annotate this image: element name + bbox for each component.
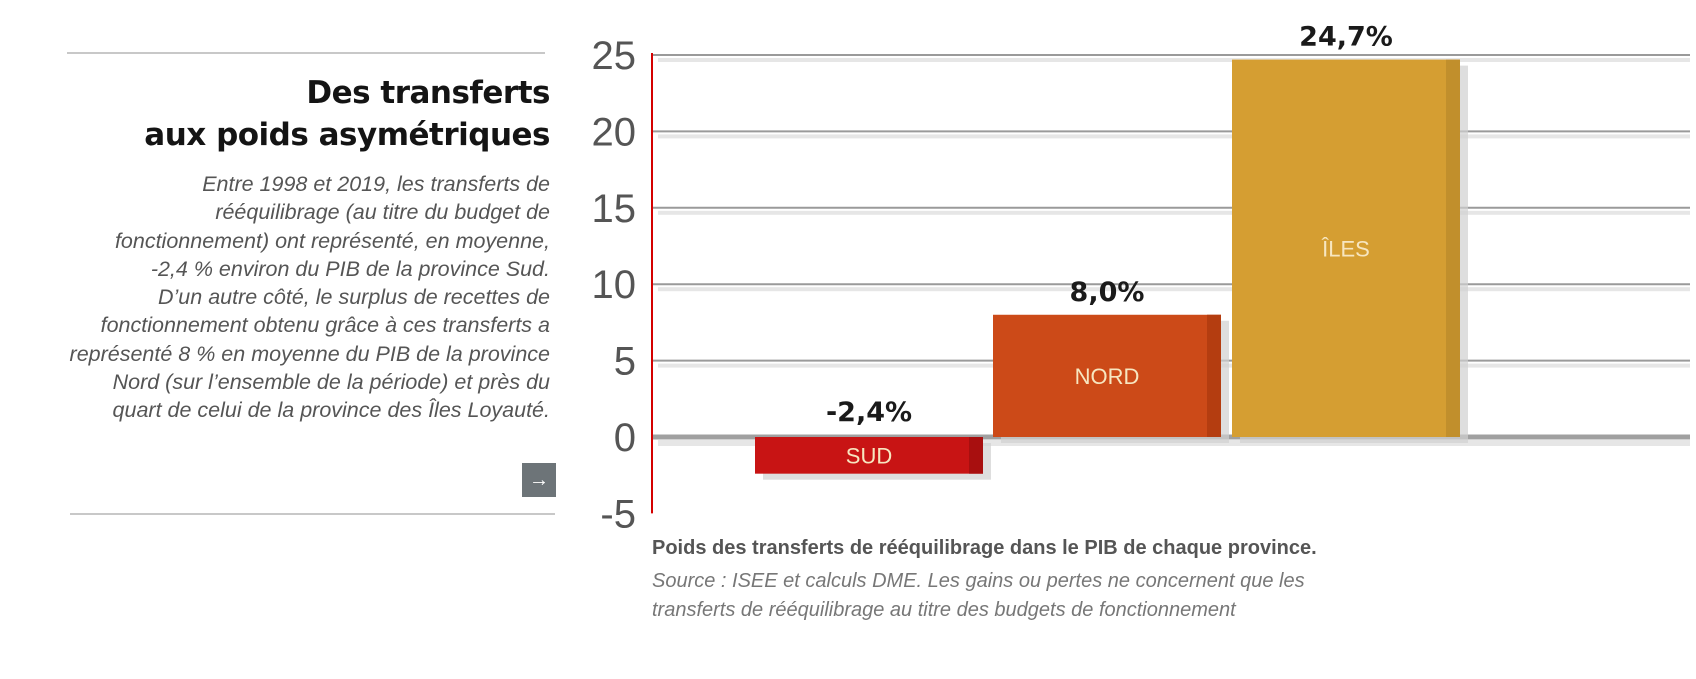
bottom-divider: [70, 513, 555, 515]
title-line: aux poids asymétriques: [144, 117, 550, 153]
source-line: Source : ISEE et calculs DME. Les gains …: [652, 570, 1305, 592]
chart-title: Poids des transferts de rééquilibrage da…: [652, 537, 1317, 559]
y-tick-label: -5: [600, 492, 636, 530]
gridline-shadow: [658, 134, 1690, 139]
bar-side-sud: [969, 437, 983, 474]
title-line: Des transferts: [306, 75, 550, 111]
bar-category-label: ÎLES: [1321, 236, 1370, 261]
data-label: 8,0%: [1070, 277, 1145, 308]
bar-category-label: SUD: [846, 443, 892, 468]
y-tick-label: 0: [614, 416, 636, 460]
y-tick-label: 5: [614, 340, 636, 384]
next-button[interactable]: →: [522, 463, 556, 497]
gridline-shadow: [658, 287, 1690, 292]
bar-sud: [755, 437, 983, 474]
y-tick-label: 10: [592, 263, 637, 307]
bar-side-iles: [1446, 59, 1460, 438]
paragraph-line: -2,4 % environ du PIB de la province Sud…: [150, 256, 550, 281]
bar-iles: [1232, 59, 1460, 438]
paragraph-line: D’un autre côté, le surplus de recettes …: [158, 285, 550, 310]
data-label: 24,7%: [1299, 22, 1393, 53]
paragraph-line: Entre 1998 et 2019, les transferts de: [202, 172, 550, 196]
data-label: -2,4%: [826, 397, 912, 428]
article-title: Des transferts aux poids asymétriques: [144, 72, 550, 156]
bar-nord: [993, 314, 1221, 437]
top-divider: [67, 52, 545, 54]
y-tick-label: 20: [592, 110, 637, 154]
bar-chart: 25 20 15 10 5 0 -5 SUD -2,4% NORD 8,0% ÎLES 24,7%: [592, 22, 1690, 530]
paragraph-line: rééquilibrage (au titre du budget de: [215, 200, 550, 225]
y-tick-label: 15: [592, 187, 637, 231]
bar-category-label: NORD: [1075, 364, 1140, 389]
gridline-shadow: [658, 58, 1690, 62]
y-tick-label: 25: [592, 34, 637, 78]
gridline-shadow: [658, 210, 1690, 215]
arrow-right-icon: →: [529, 469, 549, 491]
source-line: transferts de rééquilibrage au titre des…: [652, 599, 1236, 621]
paragraph-line: quart de celui de la province des Îles L…: [112, 398, 550, 423]
paragraph-line: représenté 8 % en moyenne du PIB de la p…: [69, 341, 550, 366]
paragraph-line: Nord (sur l’ensemble de la période) et p…: [112, 370, 550, 395]
article-paragraph: Entre 1998 et 2019, les transferts de ré…: [70, 170, 550, 425]
paragraph-line: fonctionnement) ont représenté, en moyen…: [114, 228, 550, 253]
paragraph-line: fonctionnement obtenu grâce à ces transf…: [100, 313, 550, 338]
bar-side-nord: [1207, 314, 1221, 437]
